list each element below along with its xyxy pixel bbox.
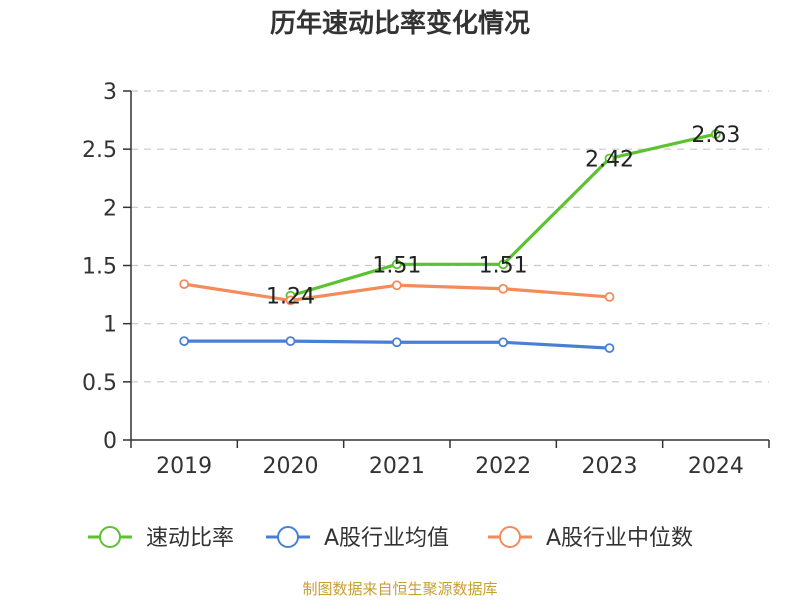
legend-swatch-marker xyxy=(99,526,121,548)
data-label: 1.51 xyxy=(479,253,528,278)
series-point xyxy=(285,336,296,347)
data-label: 1.51 xyxy=(372,253,421,278)
x-tick-label: 2024 xyxy=(688,454,744,479)
y-tick-label: 1 xyxy=(103,313,117,338)
chart-title: 历年速动比率变化情况 xyxy=(270,8,530,39)
data-label: 2.63 xyxy=(691,123,740,148)
legend-swatch-marker xyxy=(499,526,521,548)
series-point xyxy=(391,280,402,291)
y-tick-label: 3 xyxy=(103,80,117,105)
series-point xyxy=(498,337,509,348)
series-point xyxy=(498,259,509,270)
legend-label: 速动比率 xyxy=(146,526,234,551)
series-point xyxy=(179,336,190,347)
legend-label: A股行业均值 xyxy=(324,526,449,551)
series xyxy=(179,129,721,353)
grid xyxy=(131,90,769,383)
series-point xyxy=(498,283,509,294)
x-tick-label: 2022 xyxy=(475,454,531,479)
series-point xyxy=(391,337,402,348)
y-tick-label: 0.5 xyxy=(82,371,117,396)
axes: 0 0.5 1 1.5 2 2.5 3 2019 2020 2021 2022 2023 2024 xyxy=(82,80,770,479)
x-tick-label: 2019 xyxy=(156,454,212,479)
data-label: 2.42 xyxy=(585,147,634,172)
legend: 速动比率 A股行业均值 A股行业中位数 xyxy=(88,526,693,551)
legend-swatch-marker xyxy=(277,526,299,548)
series-point xyxy=(179,279,190,290)
legend-label: A股行业中位数 xyxy=(546,526,693,551)
y-tick-label: 0 xyxy=(103,429,117,454)
series-point xyxy=(604,292,615,302)
source-note: 制图数据来自恒生聚源数据库 xyxy=(302,580,497,598)
x-tick-label: 2023 xyxy=(582,454,638,479)
data-label: 1.24 xyxy=(266,285,315,310)
x-tick-label: 2021 xyxy=(369,454,425,479)
series-point xyxy=(604,153,615,164)
series-point xyxy=(604,343,615,353)
series-point xyxy=(391,259,402,270)
x-tick-label: 2020 xyxy=(263,454,319,479)
y-tick-label: 2.5 xyxy=(82,138,117,163)
y-tick-label: 2 xyxy=(103,196,117,221)
series-point xyxy=(285,295,296,306)
series-point xyxy=(710,129,721,139)
y-tick-label: 1.5 xyxy=(82,255,117,280)
data-labels: 1.24 1.51 1.51 2.42 2.63 xyxy=(266,123,740,310)
